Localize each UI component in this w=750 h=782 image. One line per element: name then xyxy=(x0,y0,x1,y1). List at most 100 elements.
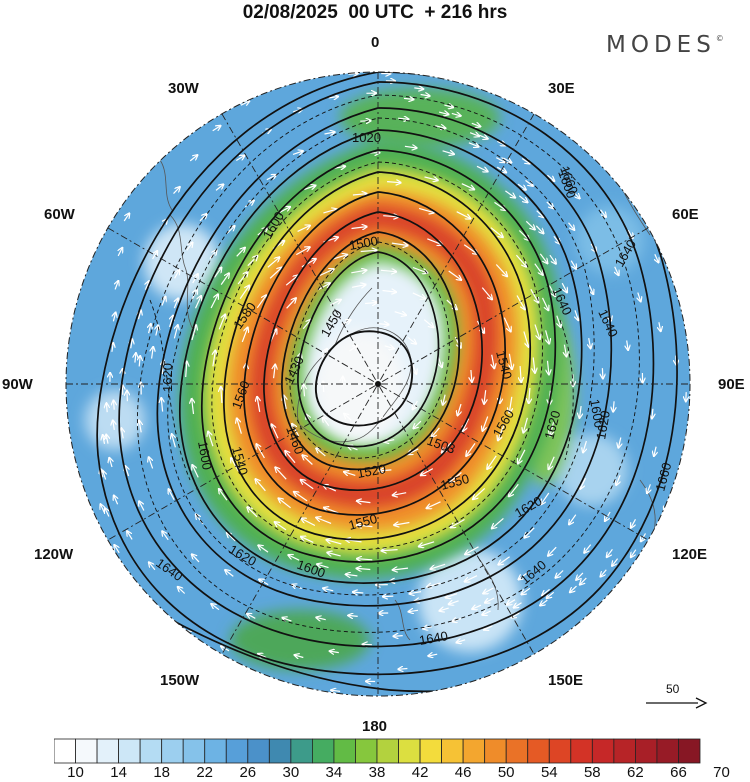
wind-vector xyxy=(328,97,338,98)
wind-vector xyxy=(589,337,591,348)
colorbar-cell xyxy=(247,738,270,764)
lon-label-150e: 150E xyxy=(548,672,584,689)
lon-label-120w: 120W xyxy=(34,546,74,563)
wind-vector xyxy=(442,442,452,453)
wind-vector xyxy=(344,414,352,421)
wind-vector xyxy=(547,591,555,598)
wind-vector xyxy=(535,225,543,234)
wind-vector xyxy=(684,495,687,505)
wind-vector xyxy=(679,282,682,291)
wind-vector xyxy=(484,390,486,404)
wind-vector xyxy=(149,457,153,469)
colorbar-cell xyxy=(75,738,98,764)
wind-vector xyxy=(423,627,433,629)
wind-vector xyxy=(346,574,358,576)
colorbar-cell xyxy=(118,738,141,764)
wind-vector xyxy=(378,324,388,325)
wind-vector xyxy=(393,493,407,496)
wind-vector xyxy=(152,251,158,260)
colorbar-cell xyxy=(96,738,120,764)
wind-vector xyxy=(357,559,373,560)
wind-vector xyxy=(490,227,503,238)
wind-vector xyxy=(169,489,175,500)
colorbar-cell xyxy=(290,738,313,764)
wind-vector xyxy=(505,190,515,198)
wind-vector xyxy=(520,366,521,382)
wind-vector xyxy=(471,123,481,126)
wind-vector xyxy=(463,418,470,431)
wind-vector xyxy=(387,182,401,183)
wind-vector xyxy=(113,313,115,322)
wind-vector xyxy=(327,553,341,556)
wind-vector xyxy=(239,286,249,300)
contour-label: 1020 xyxy=(352,130,381,145)
wind-vector xyxy=(476,165,488,171)
contour-labels: 1020 1660 1600 1640 1500 1580 1640 1450 … xyxy=(153,130,674,648)
contour-label: 1600 xyxy=(195,440,215,471)
wind-vector xyxy=(279,498,291,509)
wind-vector xyxy=(302,320,311,330)
wind-vector xyxy=(272,424,279,439)
wind-vector xyxy=(438,357,442,367)
wind-vector xyxy=(529,387,530,403)
wind-vector xyxy=(413,420,422,428)
wind-vector xyxy=(323,209,336,214)
wind-vector xyxy=(292,424,300,437)
wind-vector xyxy=(352,194,367,195)
colorbar-tick-label: 66 xyxy=(670,764,687,781)
wind-vector xyxy=(548,360,549,375)
wind-vector xyxy=(469,133,479,137)
colorbar-cell xyxy=(505,738,529,764)
wind-vector xyxy=(450,472,462,483)
wind-vector xyxy=(546,330,550,343)
wind-vector xyxy=(687,430,689,439)
wind-vector xyxy=(114,401,115,410)
wind-vector xyxy=(659,524,663,533)
wind-vector xyxy=(192,465,199,478)
wind-vector xyxy=(427,238,442,245)
colorbar-tick-label: 34 xyxy=(325,764,343,781)
wind-vector xyxy=(440,608,449,611)
wind-vector xyxy=(472,605,482,609)
wind-vector xyxy=(241,328,247,343)
wind-vector xyxy=(471,369,472,382)
wind-vector xyxy=(152,347,154,359)
wind-vector xyxy=(496,157,504,163)
wind-vector xyxy=(394,312,406,316)
wind-vector xyxy=(618,437,620,448)
wind-vector xyxy=(427,582,441,587)
contour-label: 1620 xyxy=(593,409,613,440)
wind-vector xyxy=(514,602,522,608)
wind-vector xyxy=(631,519,637,527)
wind-vector xyxy=(344,472,356,476)
wind-vector xyxy=(227,533,236,542)
wind-vector xyxy=(479,135,487,139)
wind-vector xyxy=(409,610,419,611)
colorbar-tick-label: 58 xyxy=(583,764,601,781)
wind-vector xyxy=(319,269,334,277)
wind-vector xyxy=(404,146,417,148)
wind-vector xyxy=(353,592,364,593)
wind-vector xyxy=(631,549,637,558)
wind-vector xyxy=(270,61,279,64)
wind-vector xyxy=(218,315,225,330)
wind-vector xyxy=(220,273,229,285)
wind-vector xyxy=(495,264,507,277)
wind-vector xyxy=(274,365,276,379)
lon-label-180: 180 xyxy=(362,718,388,735)
wind-vector xyxy=(301,537,314,543)
wind-vector xyxy=(266,175,276,181)
wind-vector xyxy=(237,418,242,434)
wind-vector xyxy=(231,458,240,472)
wind-vector xyxy=(267,257,280,268)
brand-name: MODES xyxy=(606,32,716,58)
wind-vector xyxy=(292,151,303,154)
wind-vector xyxy=(294,492,308,502)
lon-label-150w: 150W xyxy=(160,672,200,689)
contour-label: 1620 xyxy=(160,363,175,392)
colorbar-cell xyxy=(570,738,593,764)
wind-vector xyxy=(330,651,339,653)
wind-vector xyxy=(220,682,229,686)
wind-vector xyxy=(457,640,466,643)
wind-vector xyxy=(256,295,266,309)
